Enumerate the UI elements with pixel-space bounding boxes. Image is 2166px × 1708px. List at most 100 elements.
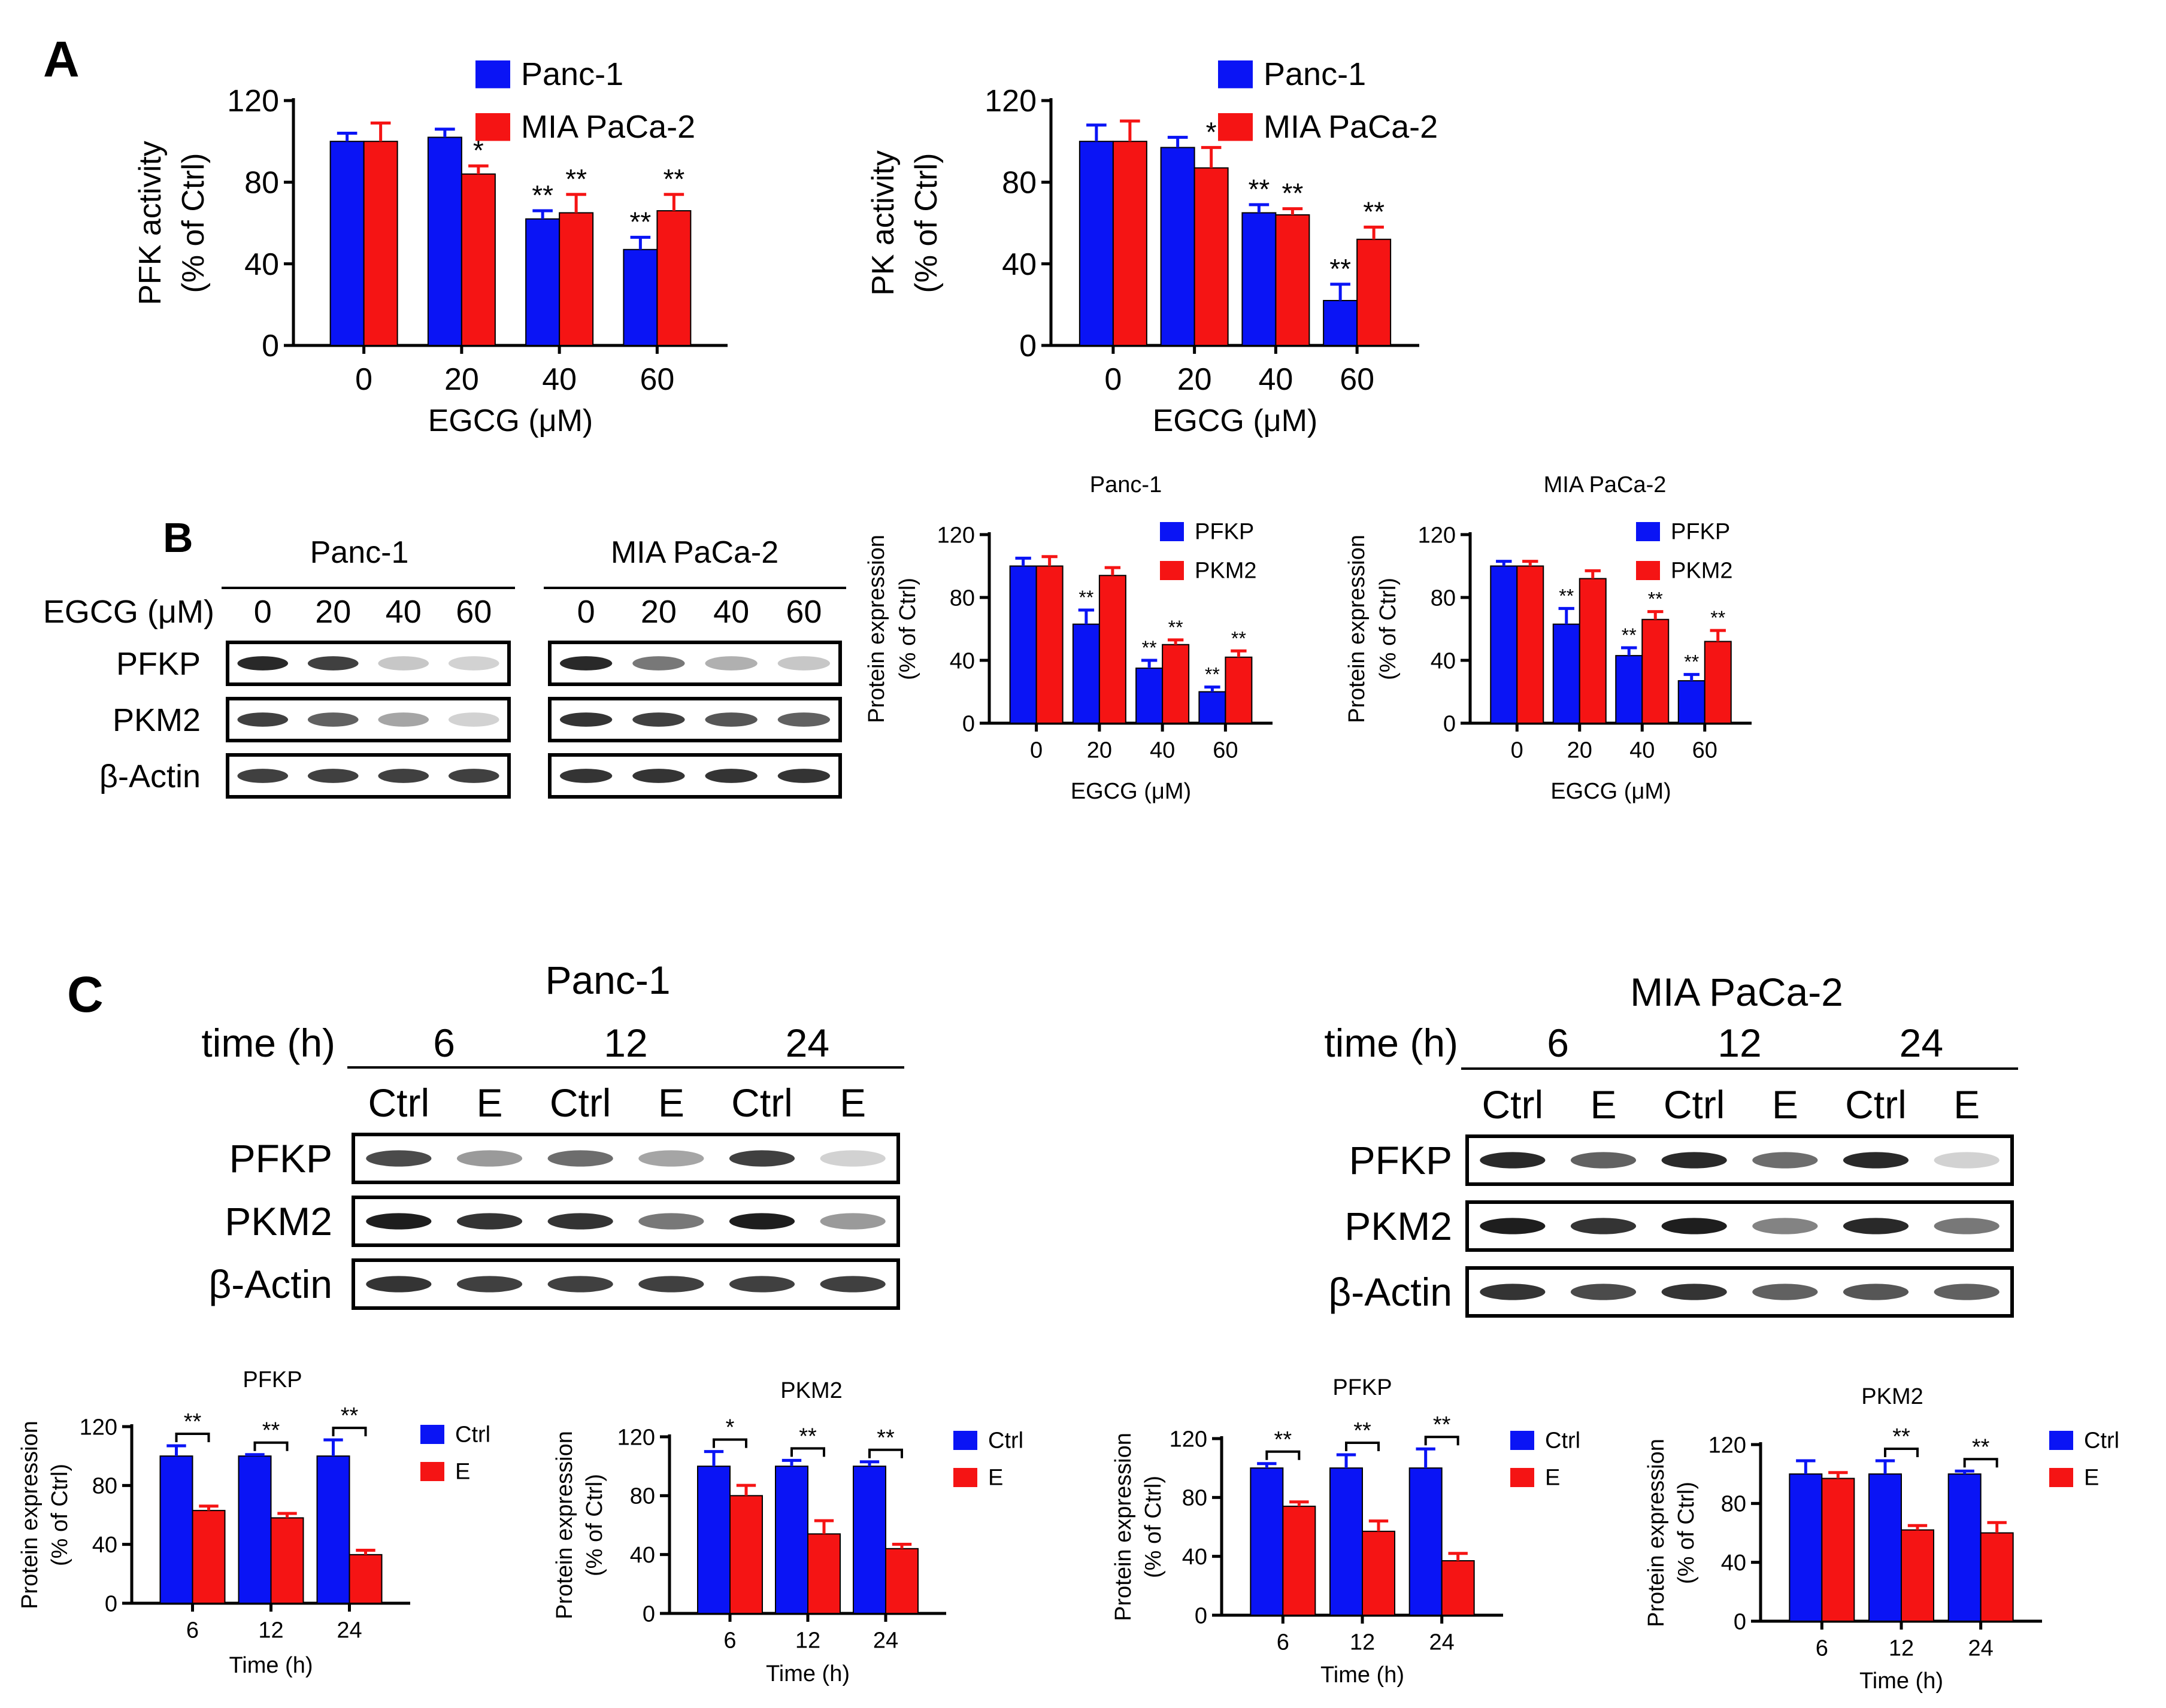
blot-band	[1934, 1284, 2000, 1300]
blot-lane-label: 0	[254, 594, 272, 630]
blot-row-label: PFKP	[116, 646, 201, 682]
blot-band	[1752, 1152, 1818, 1169]
significance-bracket	[868, 1448, 903, 1458]
x-tick-label: 24	[1429, 1630, 1455, 1655]
significance-label: **	[184, 1409, 202, 1434]
bar	[729, 1495, 763, 1614]
blot-band	[237, 656, 289, 671]
chart-title: PFKP	[243, 1367, 302, 1393]
bar	[775, 1466, 808, 1615]
y-axis-label: (% of Ctrl)	[47, 1464, 72, 1566]
y-tick-label: 0	[962, 711, 975, 736]
bar	[1275, 214, 1310, 346]
legend-swatch	[420, 1425, 444, 1444]
blot-band	[559, 656, 613, 671]
blot-lane-label: E	[1953, 1082, 1980, 1127]
bar	[1241, 212, 1277, 347]
blot-band	[632, 769, 685, 783]
blot-band	[1480, 1218, 1546, 1234]
legend-label: E	[1545, 1465, 1560, 1490]
blot-band	[559, 769, 613, 783]
blot-band	[547, 1150, 613, 1167]
bar	[1579, 578, 1607, 724]
significance-label: **	[1079, 587, 1093, 608]
legend-label: PFKP	[1671, 519, 1730, 544]
blot-band	[777, 712, 831, 727]
blot-strip	[1465, 1134, 2014, 1186]
y-axis-label: PK activity	[866, 150, 901, 296]
legend-swatch	[420, 1462, 444, 1481]
blot-band	[705, 712, 758, 727]
blot-row-label: PKM2	[113, 702, 201, 738]
significance-label: **	[1205, 664, 1220, 685]
blot-band	[307, 712, 359, 727]
bar	[1323, 300, 1358, 346]
x-tick-label: 6	[1277, 1630, 1289, 1655]
x-axis-label: EGCG (μM)	[1071, 779, 1191, 804]
x-tick-label: 0	[355, 362, 372, 397]
bar	[1193, 167, 1229, 346]
x-tick-label: 12	[1350, 1630, 1375, 1655]
significance-label: **	[1684, 651, 1699, 673]
legend-label: Ctrl	[2084, 1428, 2119, 1453]
x-tick-label: 12	[258, 1618, 283, 1643]
x-tick-label: 12	[795, 1628, 820, 1654]
bar	[853, 1466, 886, 1615]
y-axis-label: Protein expression	[1644, 1439, 1669, 1627]
bar	[329, 141, 365, 347]
x-axis-label: EGCG (μM)	[428, 404, 593, 438]
blot-row-label: PKM2	[1344, 1204, 1452, 1248]
blot-lane-label: E	[1590, 1082, 1616, 1127]
blot-lane-label: Ctrl	[1845, 1082, 1907, 1127]
blot-lane-label: E	[476, 1081, 502, 1125]
significance-label: **	[1363, 196, 1385, 227]
y-tick-label: 80	[92, 1474, 117, 1499]
blot-time-header: time (h)	[1324, 1021, 1458, 1065]
x-tick-label: 6	[723, 1628, 736, 1654]
blot-title: MIA PaCa-2	[1630, 970, 1843, 1014]
blot-band	[366, 1150, 432, 1167]
x-tick-label: 60	[640, 362, 674, 397]
bar	[697, 1466, 731, 1615]
blot-band	[1843, 1218, 1909, 1234]
legend-swatch	[2049, 1431, 2073, 1450]
y-axis-label: Protein expression	[1344, 535, 1370, 723]
y-tick-label: 80	[1182, 1486, 1207, 1511]
legend-label: Panc-1	[1264, 56, 1366, 92]
blot-band	[632, 712, 685, 727]
bar	[1112, 141, 1147, 347]
legend-swatch	[1160, 561, 1184, 580]
blot-band	[632, 656, 685, 671]
significance-label: **	[1433, 1412, 1451, 1437]
blot-band	[729, 1276, 795, 1293]
blot-time-label: 24	[786, 1021, 829, 1065]
chart-title: PKM2	[1861, 1384, 1923, 1409]
bar	[1356, 238, 1392, 346]
blot-lane-label: Ctrl	[550, 1081, 611, 1125]
y-tick-label: 40	[950, 648, 975, 674]
blot-lane-label: 40	[713, 594, 749, 630]
bar	[1198, 691, 1226, 724]
legend-label: PKM2	[1671, 558, 1732, 583]
legend-swatch	[953, 1431, 977, 1450]
blot-row-label: PFKP	[1349, 1138, 1452, 1182]
legend-label: MIA PaCa-2	[521, 109, 695, 145]
legend-swatch	[953, 1468, 977, 1487]
blot-band	[307, 769, 359, 783]
x-tick-label: 24	[337, 1618, 362, 1643]
x-axis-label: EGCG (μM)	[1550, 779, 1671, 804]
x-tick-label: 40	[1258, 362, 1293, 397]
blot-c-panc: Panc-1 time (h) 6 12 24 Ctrl E Ctrl E Ctrl E PFKP PK…	[201, 958, 904, 1310]
legend-label: E	[455, 1459, 470, 1484]
legend-label: E	[988, 1465, 1003, 1490]
blot-band	[729, 1150, 795, 1167]
significance-label: **	[1972, 1434, 1990, 1460]
blot-band	[1661, 1284, 1727, 1300]
blot-lane-label: Ctrl	[1482, 1082, 1544, 1127]
bar	[363, 141, 398, 347]
blot-band	[559, 712, 613, 727]
blot-band	[456, 1276, 523, 1293]
blot-band	[1570, 1152, 1637, 1169]
significance-label: **	[1274, 1427, 1292, 1452]
